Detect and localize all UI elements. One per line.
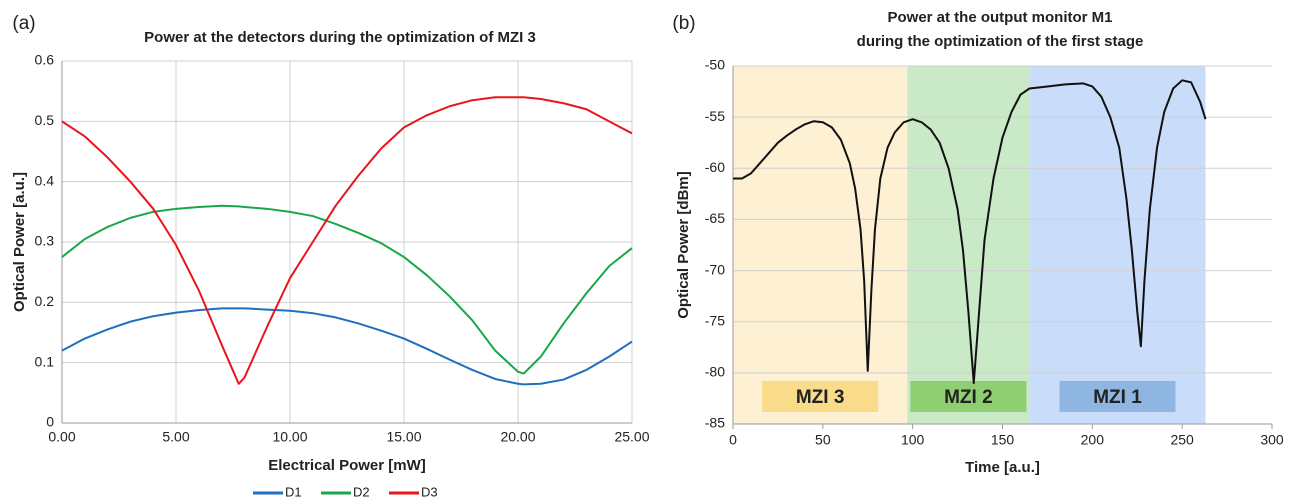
y-tick-label: -75	[705, 312, 725, 328]
y-tick-label: -65	[705, 210, 725, 226]
x-tick-label: 0.00	[48, 429, 75, 445]
legend-label: D1	[285, 484, 302, 499]
chart-title: Power at the output monitor M1	[888, 9, 1113, 26]
x-tick-label: 15.00	[386, 429, 421, 445]
region-label-box	[910, 381, 1027, 412]
line-series	[61, 96, 633, 385]
y-tick-label: 0.6	[35, 52, 55, 68]
y-tick-label: -85	[705, 415, 725, 431]
y-tick-label: 0	[46, 414, 54, 430]
x-tick-label: 50	[815, 432, 831, 448]
line-series	[733, 79, 1207, 385]
y-tick-label: 0.2	[35, 293, 55, 309]
y-tick-label: 0.4	[35, 172, 55, 188]
x-tick-label: 25.00	[614, 429, 649, 445]
region-label: MZI 3	[796, 387, 845, 408]
x-axis-label: Electrical Power [mW]	[268, 457, 426, 474]
y-tick-label: -60	[705, 159, 725, 175]
y-tick-label: -50	[705, 57, 725, 73]
region	[907, 66, 1030, 424]
region-label: MZI 1	[1093, 387, 1142, 408]
legend-label: D2	[353, 484, 370, 499]
region-label-box	[762, 381, 879, 412]
chart-title: Power at the detectors during the optimi…	[144, 29, 536, 46]
y-tick-label: 0.3	[35, 233, 55, 249]
chart-title: during the optimization of the first sta…	[857, 33, 1144, 50]
y-tick-label: 0.5	[35, 112, 55, 128]
region-label: MZI 2	[944, 387, 993, 408]
x-tick-label: 100	[901, 432, 925, 448]
y-axis-label: Optical Power [a.u.]	[11, 172, 28, 312]
x-tick-label: 250	[1170, 432, 1194, 448]
line-series	[61, 204, 633, 375]
region	[1029, 66, 1206, 424]
x-axis-label: Time [a.u.]	[965, 459, 1040, 476]
x-tick-label: 150	[991, 432, 1015, 448]
x-tick-label: 300	[1260, 432, 1284, 448]
x-tick-label: 20.00	[500, 429, 535, 445]
legend-label: D3	[421, 484, 438, 499]
panel-label: (b)	[672, 13, 695, 34]
y-tick-label: -80	[705, 364, 725, 380]
x-tick-label: 10.00	[272, 429, 307, 445]
x-tick-label: 5.00	[162, 429, 189, 445]
x-tick-label: 0	[729, 432, 737, 448]
y-tick-label: -55	[705, 108, 725, 124]
x-tick-label: 200	[1081, 432, 1105, 448]
region	[733, 66, 908, 424]
y-axis-label: Optical Power [dBm]	[675, 171, 692, 319]
y-tick-label: 0.1	[35, 353, 55, 369]
panel-label: (a)	[12, 13, 35, 34]
line-series	[61, 307, 633, 386]
region-label-box	[1059, 381, 1176, 412]
y-tick-label: -70	[705, 261, 725, 277]
